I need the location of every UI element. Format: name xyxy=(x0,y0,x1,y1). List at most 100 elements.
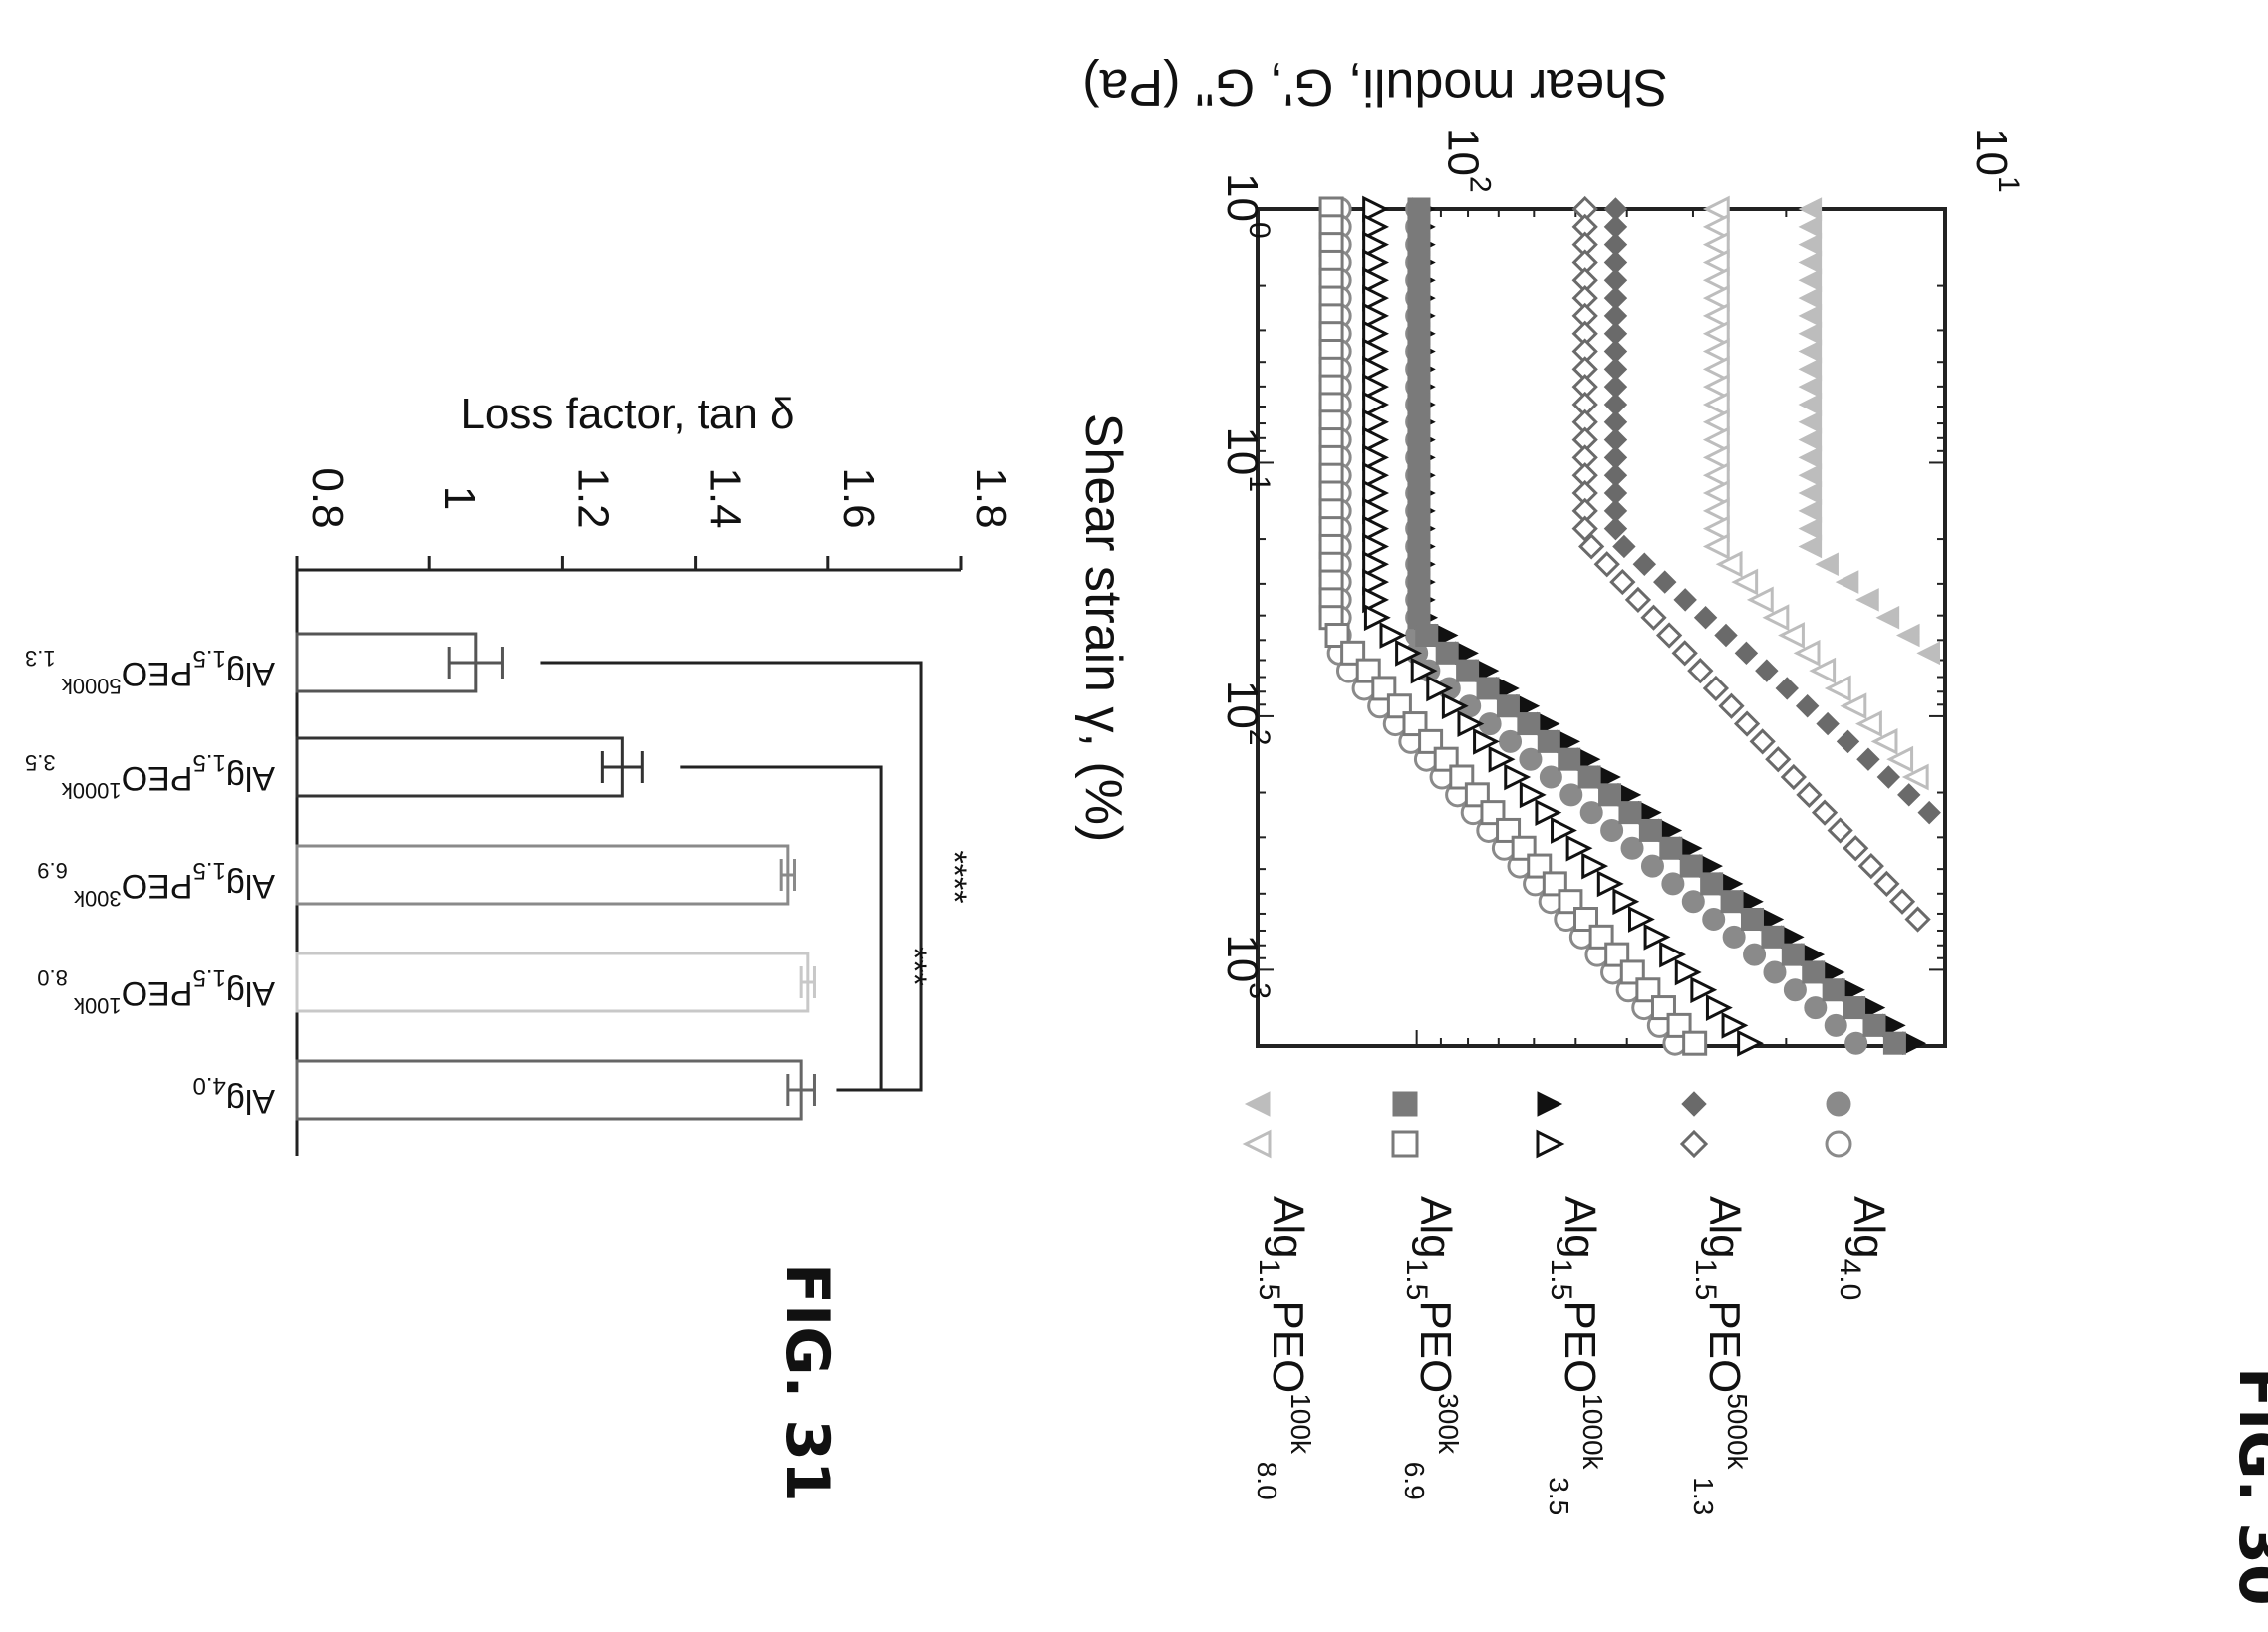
fig30-point-gpp xyxy=(1737,1029,1764,1057)
fig30-legend-marker-gp xyxy=(1392,1091,1418,1117)
fig30-point-gp xyxy=(1815,552,1839,577)
fig30-point-gp xyxy=(1798,215,1823,239)
fig30-point-gpp xyxy=(1702,443,1730,471)
fig30-point-gp xyxy=(1798,339,1823,364)
fig30-legend-label: Alg4.0 xyxy=(1834,1196,1893,1300)
fig30-point-gpp xyxy=(1362,249,1390,276)
fig30-point-gpp xyxy=(1765,746,1792,773)
fig30-point-gp xyxy=(1620,836,1644,860)
fig30-x-tick-label: 100 xyxy=(1218,173,1276,239)
fig30-point-gpp xyxy=(1362,302,1390,330)
fig30-point-gpp xyxy=(1840,692,1867,720)
fig30-point-gp xyxy=(1843,996,1866,1020)
fig30-point-gpp xyxy=(1655,622,1683,649)
fig31-category-label: Alg4.0 xyxy=(192,1072,275,1120)
fig30-point-gp xyxy=(1734,641,1759,666)
fig30-point-gpp xyxy=(1843,835,1869,862)
fig30-point-gpp xyxy=(1362,266,1390,294)
fig30-point-gpp xyxy=(1746,586,1774,614)
fig30-point-gp xyxy=(1882,1031,1906,1055)
fig30-legend: Alg4.0 Alg1.5PEO5000k 1.3 Alg1.5PEO1000k 3… xyxy=(1242,1091,1893,1515)
fig30-point-gp xyxy=(1693,605,1718,630)
fig30-point-gp xyxy=(1519,747,1543,771)
fig31-bar xyxy=(295,844,790,906)
fig30-point-gpp xyxy=(1362,515,1390,543)
fig30-point-gpp xyxy=(1643,923,1671,951)
fig30-point-gp xyxy=(1798,250,1823,275)
fig30-point-gpp xyxy=(1749,728,1776,755)
fig31-tick-label: 1.2 xyxy=(568,467,617,528)
fig30-x-axis-label: Shear strain γ, (%) xyxy=(1074,413,1132,843)
fig30-point-gpp xyxy=(1780,763,1807,791)
fig30-legend-label: Alg1.5PEO5000k 1.3 xyxy=(1688,1196,1753,1515)
fig30-point-gp xyxy=(1632,552,1657,576)
fig30-y-tick-label: 101 xyxy=(1967,128,2025,193)
fig30-point-gpp xyxy=(1721,1011,1749,1039)
fig30-point-gp xyxy=(1537,729,1560,753)
fig30-plot-frame xyxy=(1256,207,1947,1048)
fig30-point-gpp xyxy=(1718,692,1745,719)
fig30-point-gpp xyxy=(1362,550,1390,578)
fig30-point-gpp xyxy=(1571,515,1598,542)
fig30-caption: FIG. 30 xyxy=(2225,1367,2268,1606)
fig30-point-gp xyxy=(1916,641,1941,666)
fig30-point-gpp xyxy=(1702,515,1730,543)
fig30-legend-label: Alg1.5PEO300k 6.9 xyxy=(1399,1196,1464,1500)
fig30-point-gpp xyxy=(1687,658,1714,684)
fig30-point-gp xyxy=(1798,445,1823,470)
fig31-bar xyxy=(295,736,624,798)
fig30-point-gp xyxy=(1763,960,1787,984)
fig31-tick-label: 1 xyxy=(435,486,484,510)
fig30-point-gpp xyxy=(1702,266,1730,294)
fig30-point-gpp xyxy=(1702,479,1730,507)
fig30-point-gpp xyxy=(1488,745,1516,773)
fig30-legend-marker-gpp xyxy=(1391,1130,1419,1158)
fig31-category-label: Alg1.5PEO300k 6.9 xyxy=(37,857,275,911)
fig30-point-gp xyxy=(1435,641,1459,665)
fig30-point-gpp xyxy=(1379,622,1407,649)
fig30-point-gpp xyxy=(1363,604,1391,632)
fig30-point-gp xyxy=(1802,960,1826,984)
fig30-point-gpp xyxy=(1796,781,1823,808)
fig30-point-gpp xyxy=(1362,213,1390,241)
fig30-point-gp xyxy=(1862,1013,1886,1037)
fig30-point-gp xyxy=(1836,729,1860,754)
fig30-point-gpp xyxy=(1362,195,1390,223)
fig30-point-gp xyxy=(1895,623,1920,648)
fig30-point-gpp xyxy=(1690,976,1718,1004)
fig30-legend-label: Alg1.5PEO1000k 3.5 xyxy=(1544,1196,1608,1515)
fig30-point-gpp xyxy=(1702,675,1730,702)
fig30-point-gp xyxy=(1612,534,1636,559)
fig30-legend-marker-gpp xyxy=(1825,1130,1852,1158)
fig30-point-gpp xyxy=(1640,604,1667,631)
fig30-point-gpp xyxy=(1857,852,1884,880)
fig30-point-gpp xyxy=(1362,461,1390,489)
fig30-point-gpp xyxy=(1702,320,1730,348)
fig30-point-gpp xyxy=(1671,640,1698,667)
fig30-point-gpp xyxy=(1362,391,1390,418)
fig30-point-gp xyxy=(1640,854,1664,878)
fig30-point-gpp xyxy=(1441,692,1469,720)
fig30-point-gpp xyxy=(1827,817,1853,844)
fig30-point-gpp xyxy=(1904,906,1931,933)
fig30-point-gp xyxy=(1722,925,1746,949)
fig30-point-gpp xyxy=(1674,958,1702,986)
fig31-tick-label: 0.8 xyxy=(303,467,352,528)
fig30-point-gpp xyxy=(1702,461,1730,489)
fig30-point-gpp xyxy=(1362,568,1390,596)
fig30-point-gpp xyxy=(1715,550,1743,578)
fig30-point-gp xyxy=(1798,481,1823,505)
fig30-point-gpp xyxy=(1702,373,1730,401)
fig30-point-gpp xyxy=(1551,817,1577,844)
fig30-point-gpp xyxy=(1362,533,1390,560)
fig30-point-gpp xyxy=(1702,426,1730,453)
fig30-series-3 xyxy=(1318,196,1906,1056)
fig30-point-gpp xyxy=(1778,622,1805,649)
fig30-point-gpp xyxy=(1702,302,1730,330)
fig30-point-gpp xyxy=(1593,551,1620,578)
fig30-legend-marker-gpp xyxy=(1679,1129,1709,1159)
fig30-point-gpp xyxy=(1702,355,1730,383)
fig30-point-gp xyxy=(1598,783,1622,807)
fig30-point-gp xyxy=(1795,694,1820,718)
